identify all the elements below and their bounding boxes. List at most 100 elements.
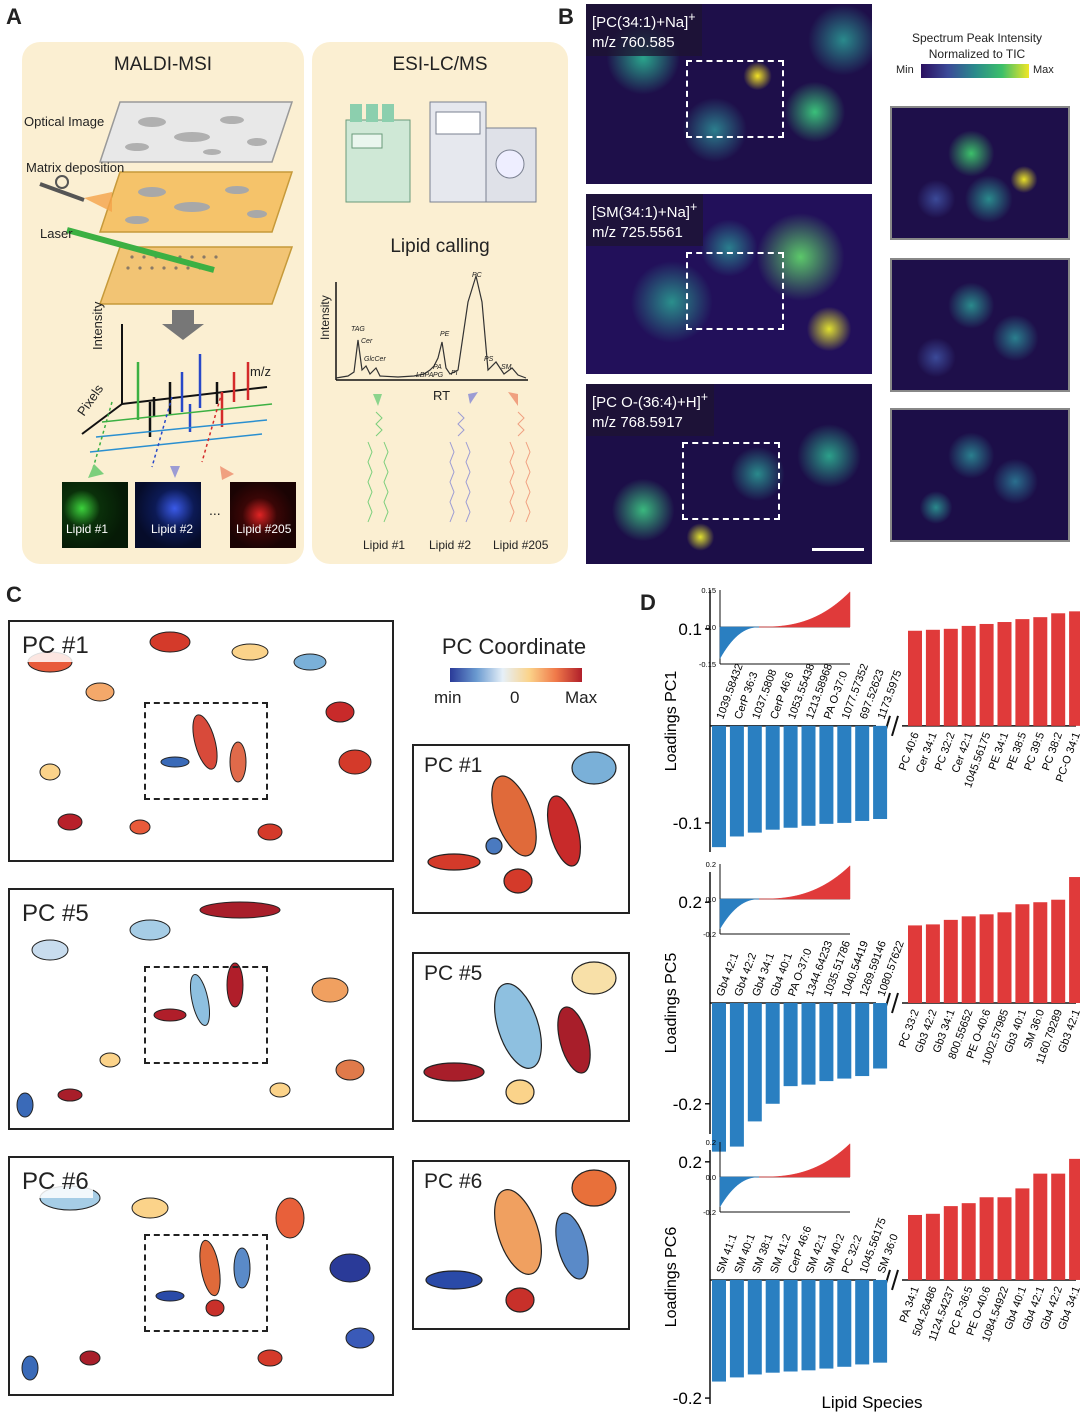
lipid-structure-2-icon [449, 411, 471, 523]
pc6-zoom-region [144, 1234, 268, 1332]
laser-label: Laser [40, 226, 73, 241]
panel-letter-b: B [558, 4, 574, 29]
maldi-lipid-2-image: Lipid #2 [135, 482, 201, 548]
zoom-image-3 [890, 408, 1070, 542]
inset-negative-distribution [719, 898, 760, 930]
bar-positive [979, 1197, 994, 1280]
bar-negative [855, 725, 870, 821]
bar-positive [943, 628, 958, 726]
matrix-slide [98, 171, 294, 233]
inset-tick-label: 0.0 [706, 895, 716, 904]
bar-positive [908, 1214, 922, 1280]
airbrush-icon [39, 175, 112, 212]
maldi-lipid-1-image: Lipid #1 [62, 482, 128, 548]
maldi-lipid-2-label: Lipid #2 [151, 522, 194, 536]
esi-lipid-205-label: Lipid #205 [493, 538, 549, 552]
pc-colorbar-min: min [434, 688, 462, 707]
colorbar-title-line-1: Spectrum Peak Intensity [911, 31, 1043, 45]
inset-tick-label: 0.2 [706, 1138, 716, 1147]
bar-positive [979, 914, 994, 1003]
inset-negative-distribution [719, 626, 760, 660]
bar-negative [819, 1003, 834, 1082]
x-axis-label: Lipid Species [821, 1393, 922, 1412]
bar-negative [873, 725, 888, 820]
peak-label-ps: PS [484, 356, 494, 363]
bar-positive [997, 912, 1012, 1003]
pc5-map-title: PC #5 [18, 898, 93, 930]
down-arrow-icon [162, 310, 204, 340]
bar-negative [783, 1003, 798, 1087]
arrow-blue-icon [170, 466, 180, 478]
pc1-zoom: PC #1 [412, 744, 630, 914]
bar-negative [801, 1279, 816, 1371]
inset-positive-distribution [758, 591, 851, 628]
y-axis-label-3: Loadings PC6 [663, 1227, 680, 1328]
peak-label-pe: PE [440, 331, 450, 338]
ion-name-2: [SM(34:1)+Na] [592, 204, 690, 221]
arrow-green-icon [88, 464, 104, 478]
bar-negative [837, 725, 852, 823]
colorbar-min: Min [896, 64, 914, 76]
peak-label-pg: PG [433, 372, 444, 379]
bar-positive [979, 623, 994, 726]
bar-positive [1033, 617, 1048, 726]
laser-slide [98, 246, 294, 305]
panel-letter-d: D [640, 590, 656, 615]
pc5-zoom-region [144, 966, 268, 1064]
inset-tick-label: -0.2 [703, 930, 716, 939]
bar-positive [961, 916, 976, 1003]
bar-positive [943, 919, 958, 1003]
bar-negative [783, 1279, 798, 1372]
bar-positive [1069, 611, 1080, 726]
peak-label-pi: PI [451, 370, 458, 377]
optical-label: Optical Image [24, 114, 105, 129]
pc5-zoom-blobs [423, 961, 617, 1105]
y-tick-label: 0.2 [678, 1153, 702, 1172]
bar-negative [747, 1279, 762, 1375]
pc5-zoom-title: PC #5 [420, 960, 487, 988]
ion-label-1: [PC(34:1)+Na]+ m/z 760.585 [586, 4, 702, 56]
panel-letter-c: C [6, 582, 22, 607]
matrix-label: Matrix deposition [26, 160, 125, 175]
axis-break-mark [891, 992, 899, 1014]
maldi-lipid-ellipsis: ... [209, 502, 221, 518]
y-axis-label-1: Loadings PC1 [663, 671, 680, 772]
inset-positive-distribution [758, 865, 851, 900]
bar-negative [729, 1279, 744, 1378]
inset-positive-distribution [758, 1143, 851, 1178]
peak-label-sm: SM [501, 364, 512, 371]
maldi-lipid-1-label: Lipid #1 [66, 522, 109, 536]
ms-image-pco36-4 [586, 384, 872, 564]
pc5-map: PC #5 [8, 888, 394, 1130]
peak-label-glccer: GlcCer [364, 356, 386, 363]
bar-positive [908, 630, 922, 726]
zoom-image-2 [890, 258, 1070, 392]
bar-positive [925, 629, 940, 726]
bar-negative [729, 725, 744, 837]
maldi-lipid-205-label: Lipid #205 [236, 522, 292, 536]
y-tick-label: -0.2 [673, 1389, 702, 1408]
bar-positive [1069, 1158, 1080, 1280]
pc1-map-title: PC #1 [18, 630, 93, 662]
pc5-blobs [16, 901, 365, 1118]
chromatogram-intensity-label: Intensity [318, 295, 332, 340]
maldi-lipid-205-image: Lipid #205 [230, 482, 296, 548]
colorbar-viridis [921, 64, 1029, 78]
arrow-green-icon [373, 394, 382, 406]
rt-axis-label: RT [433, 388, 451, 403]
bar-negative [819, 725, 834, 824]
pc1-zoom-region [144, 702, 268, 800]
ion-charge-2: + [689, 200, 698, 214]
ion-name-3: [PC O-(36:4)+H] [592, 394, 701, 411]
inset-tick-label: 0.15 [701, 586, 716, 595]
inset-tick-label: -0.2 [703, 1208, 716, 1217]
bar-negative [783, 725, 798, 828]
bar-negative [855, 1003, 870, 1077]
bar-negative [747, 1003, 762, 1122]
bar-positive [1015, 904, 1030, 1003]
bar-positive [961, 625, 976, 726]
y-axis-label-2: Loadings PC5 [663, 953, 680, 1054]
pc6-blobs [21, 1185, 375, 1381]
bar-positive [1051, 1173, 1066, 1280]
